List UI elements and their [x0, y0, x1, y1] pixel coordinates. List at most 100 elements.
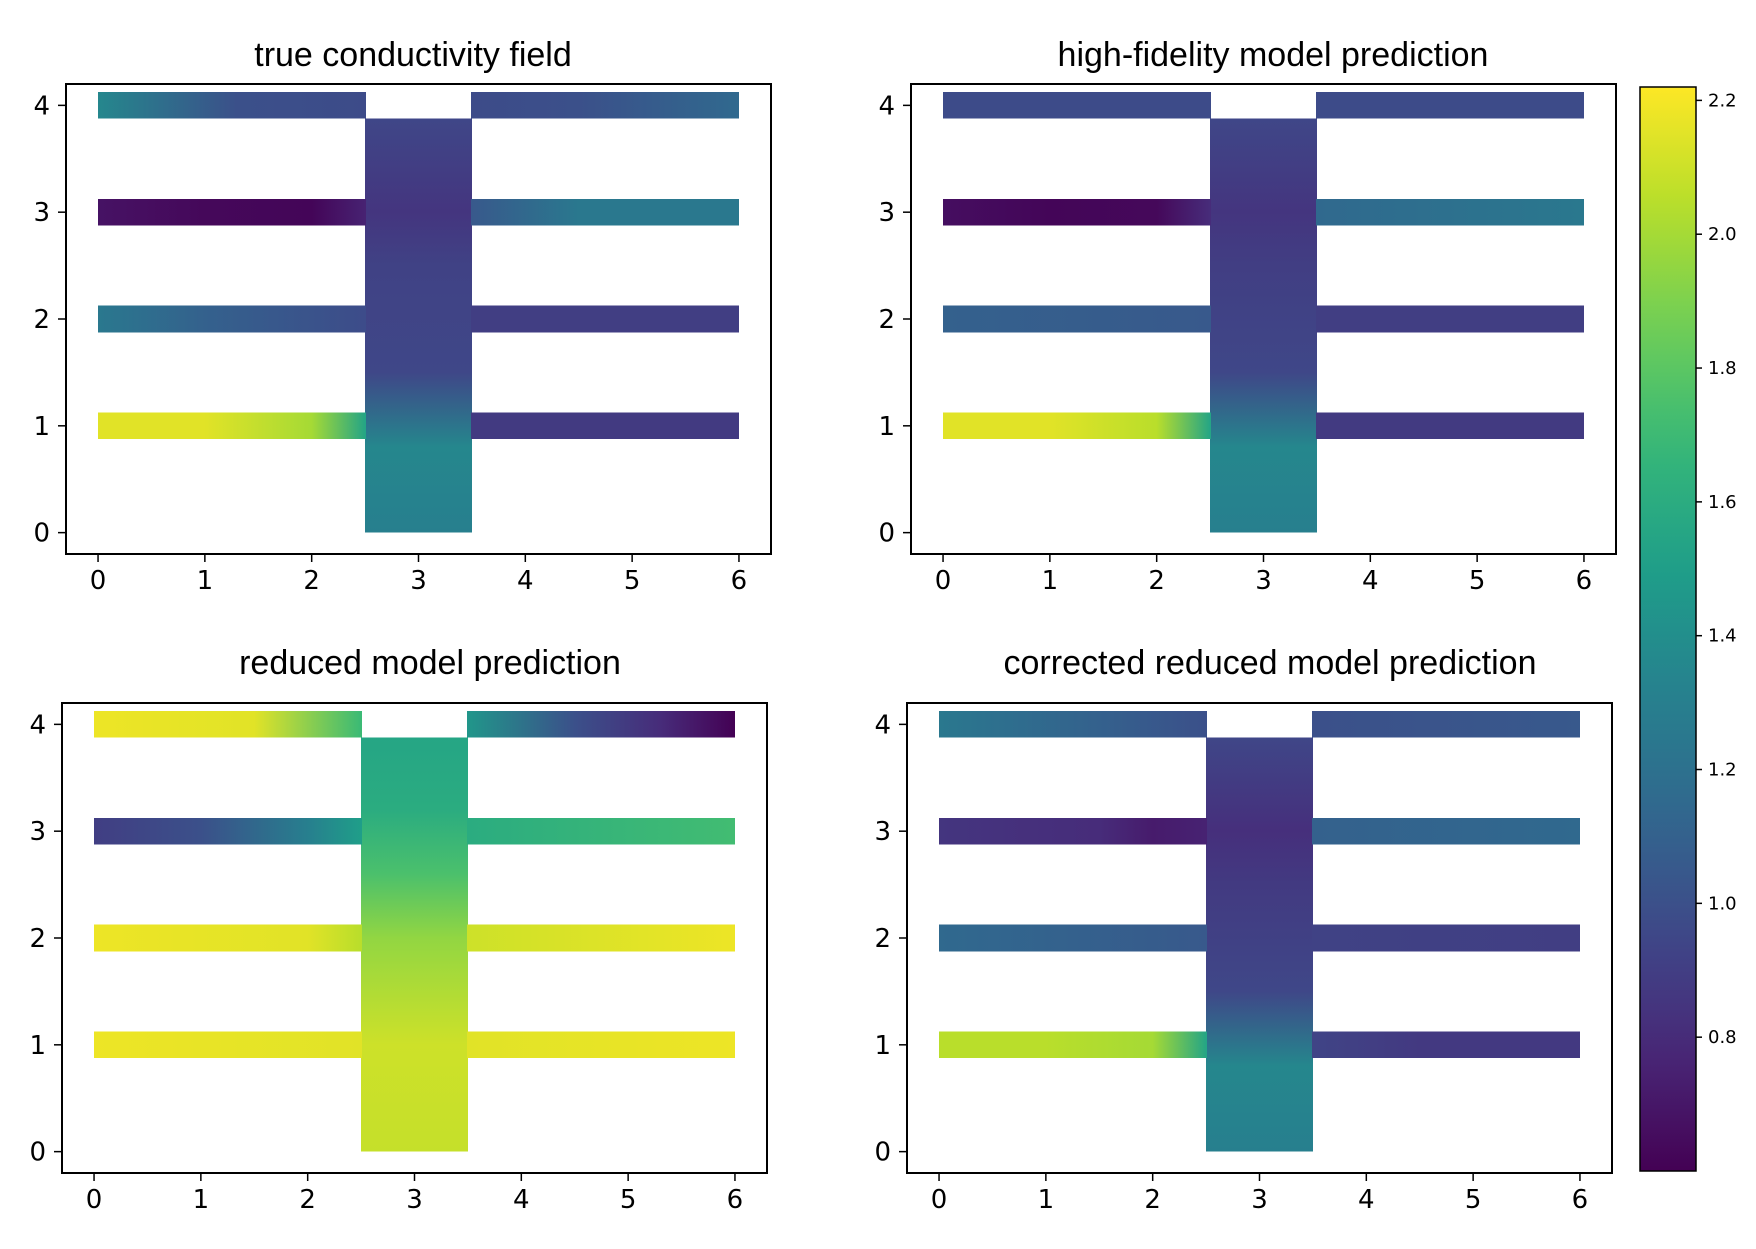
- x-axis: 0 1 2 3 4 5 6: [86, 1173, 743, 1215]
- colorbar-tick-label: 1.2: [1708, 760, 1737, 781]
- branch-left-y1: [94, 1031, 363, 1059]
- x-tick-label: 4: [513, 1185, 530, 1215]
- colorbar-tick-label: 1.8: [1708, 358, 1737, 379]
- branch-right-y4: [1311, 711, 1580, 738]
- branch-right-y1: [1315, 412, 1584, 440]
- panel-title: corrected reduced model prediction: [1004, 644, 1537, 682]
- colorbar-tick-label: 1.6: [1708, 492, 1737, 513]
- x-tick-label: 6: [1576, 566, 1593, 596]
- conductivity-field: [94, 711, 735, 1152]
- x-tick-label: 2: [303, 566, 320, 596]
- colorbar-gradient: [1639, 86, 1697, 1172]
- branch-right-y4: [1315, 92, 1584, 119]
- x-tick-label: 3: [1255, 566, 1272, 596]
- branch-right-y3: [1315, 198, 1584, 226]
- branch-left-y3: [943, 198, 1212, 226]
- branch-right-y4: [466, 711, 735, 738]
- y-tick-label: 1: [33, 412, 50, 442]
- branch-right-y1: [466, 1031, 735, 1059]
- x-tick-label: 5: [624, 566, 641, 596]
- panel-high-fidelity: high-fidelity model prediction 0 1 2 3 4 5 6 0…: [878, 36, 1617, 596]
- branch-left-y4: [94, 711, 363, 738]
- branch-right-y1: [1311, 1031, 1580, 1059]
- y-axis: 0 1 2 3 4: [878, 91, 911, 549]
- x-axis: 0 1 2 3 4 5 6: [931, 1173, 1588, 1215]
- y-tick-label: 2: [878, 305, 895, 335]
- colorbar-tick-label: 1.4: [1708, 626, 1737, 647]
- panel-true-conductivity: true conductivity field 0 1 2 3 4 5 6 0 1 2 3 4: [33, 36, 772, 596]
- y-tick-label: 4: [878, 91, 895, 121]
- branch-left-y4: [943, 92, 1212, 119]
- y-tick-label: 2: [33, 305, 50, 335]
- x-tick-label: 4: [1358, 1185, 1375, 1215]
- colorbar-tick-label: 1.0: [1708, 893, 1737, 914]
- panel-reduced-model: reduced model prediction 0 1 2 3 4 5 6 0 1 2 3 4: [29, 644, 768, 1215]
- x-axis: 0 1 2 3 4 5 6: [935, 554, 1592, 596]
- x-tick-label: 0: [90, 566, 107, 596]
- x-tick-label: 0: [931, 1185, 948, 1215]
- y-tick-label: 1: [874, 1031, 891, 1061]
- y-tick-label: 2: [29, 924, 46, 954]
- branch-right-y2: [1315, 305, 1584, 333]
- x-tick-label: 1: [197, 566, 214, 596]
- conductivity-field: [943, 92, 1584, 533]
- colorbar-tick-label: 2.0: [1708, 224, 1737, 245]
- y-axis: 0 1 2 3 4: [33, 91, 66, 549]
- trunk-field: [1206, 737, 1313, 1152]
- y-tick-label: 0: [878, 519, 895, 549]
- y-axis: 0 1 2 3 4: [874, 710, 907, 1168]
- x-tick-label: 1: [1042, 566, 1059, 596]
- conductivity-field: [98, 92, 739, 533]
- y-tick-label: 0: [33, 519, 50, 549]
- branch-right-y3: [1311, 817, 1580, 845]
- conductivity-field: [939, 711, 1580, 1152]
- branch-right-y1: [470, 412, 739, 440]
- y-tick-label: 3: [33, 198, 50, 228]
- x-tick-label: 5: [1465, 1185, 1482, 1215]
- y-tick-label: 4: [29, 710, 46, 740]
- x-tick-label: 6: [1572, 1185, 1589, 1215]
- branch-right-y2: [1311, 924, 1580, 952]
- x-tick-label: 4: [1362, 566, 1379, 596]
- branch-left-y1: [943, 412, 1212, 440]
- panel-title: reduced model prediction: [239, 644, 621, 682]
- x-tick-label: 2: [1144, 1185, 1161, 1215]
- x-tick-label: 1: [1038, 1185, 1055, 1215]
- branch-right-y3: [466, 817, 735, 845]
- y-tick-label: 0: [29, 1138, 46, 1168]
- y-tick-label: 3: [878, 198, 895, 228]
- branch-right-y3: [470, 198, 739, 226]
- x-tick-label: 1: [193, 1185, 210, 1215]
- x-axis: 0 1 2 3 4 5 6: [90, 554, 747, 596]
- y-tick-label: 3: [29, 817, 46, 847]
- branch-left-y2: [939, 924, 1208, 952]
- y-tick-label: 4: [874, 710, 891, 740]
- branch-left-y3: [98, 198, 367, 226]
- branch-left-y3: [939, 817, 1208, 845]
- x-tick-label: 2: [1148, 566, 1165, 596]
- x-tick-label: 6: [727, 1185, 744, 1215]
- trunk-field: [361, 737, 468, 1152]
- x-tick-label: 5: [620, 1185, 637, 1215]
- y-tick-label: 4: [33, 91, 50, 121]
- trunk-field: [1210, 118, 1317, 533]
- panel-corrected-reduced-model: corrected reduced model prediction 0 1 2 3 4…: [874, 644, 1613, 1215]
- y-tick-label: 3: [874, 817, 891, 847]
- branch-left-y3: [94, 817, 363, 845]
- panel-title: high-fidelity model prediction: [1058, 36, 1489, 74]
- y-axis: 0 1 2 3 4: [29, 710, 62, 1168]
- branch-left-y2: [94, 924, 363, 952]
- branch-left-y1: [98, 412, 367, 440]
- x-tick-label: 3: [1251, 1185, 1268, 1215]
- panel-title: true conductivity field: [254, 36, 572, 74]
- colorbar-tick-label: 0.8: [1708, 1027, 1737, 1048]
- trunk-field: [365, 118, 472, 533]
- branch-left-y4: [939, 711, 1208, 738]
- branch-right-y2: [470, 305, 739, 333]
- x-tick-label: 2: [299, 1185, 316, 1215]
- branch-left-y1: [939, 1031, 1208, 1059]
- colorbar-ticks: 0.8 1.0 1.2 1.4 1.6 1.8 2.0 2.2: [1696, 90, 1737, 1048]
- x-tick-label: 0: [935, 566, 952, 596]
- branch-right-y2: [466, 924, 735, 952]
